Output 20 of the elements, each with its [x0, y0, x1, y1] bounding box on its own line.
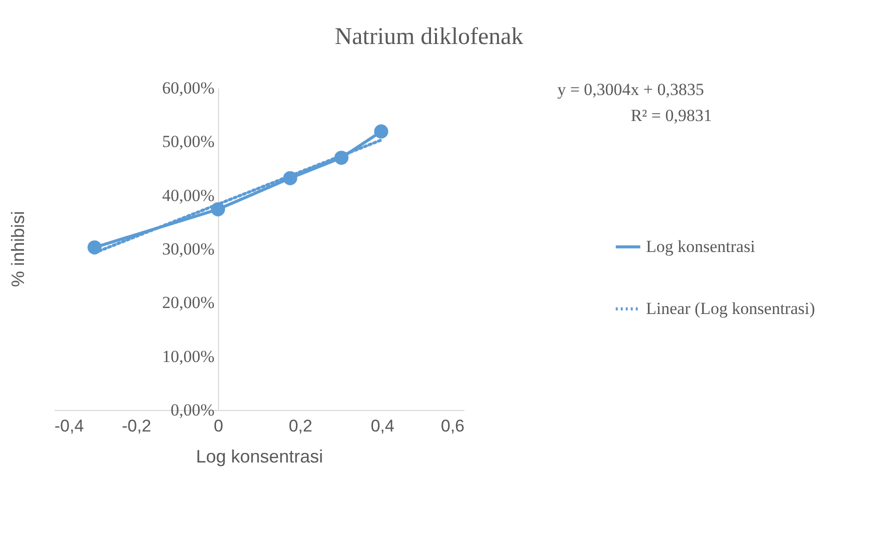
- x-tick-label: 0,4: [370, 416, 394, 436]
- y-tick-label: 50,00%: [162, 132, 214, 152]
- text: y = 0,3004x + 0,3835: [557, 80, 704, 99]
- x-tick-label: 0: [214, 416, 224, 436]
- text: R² = 0,9831: [630, 106, 712, 125]
- x-tick-label: 0,2: [288, 416, 312, 436]
- y-tick-label: 10,00%: [162, 346, 214, 366]
- y-tick-label: 30,00%: [162, 240, 214, 258]
- y-tick-label: 60,00%: [162, 78, 214, 98]
- x-tick-label: -0,4: [54, 416, 84, 436]
- x-tick-label: 0,6: [440, 416, 464, 436]
- x-axis-title: Log konsentrasi: [196, 446, 324, 466]
- y-tick-label: 20,00%: [162, 293, 214, 312]
- y-tick-label: 40,00%: [162, 186, 214, 205]
- legend-label: Log konsentrasi: [646, 236, 756, 256]
- chart-title: Natrium diklofenak: [334, 24, 524, 50]
- y-axis-title: % inhibisi: [8, 210, 28, 288]
- x-tick-label: -0,2: [122, 416, 152, 436]
- y-tick-label: 0,00%: [170, 400, 214, 420]
- legend-label: Linear (Log konsentrasi): [646, 298, 815, 318]
